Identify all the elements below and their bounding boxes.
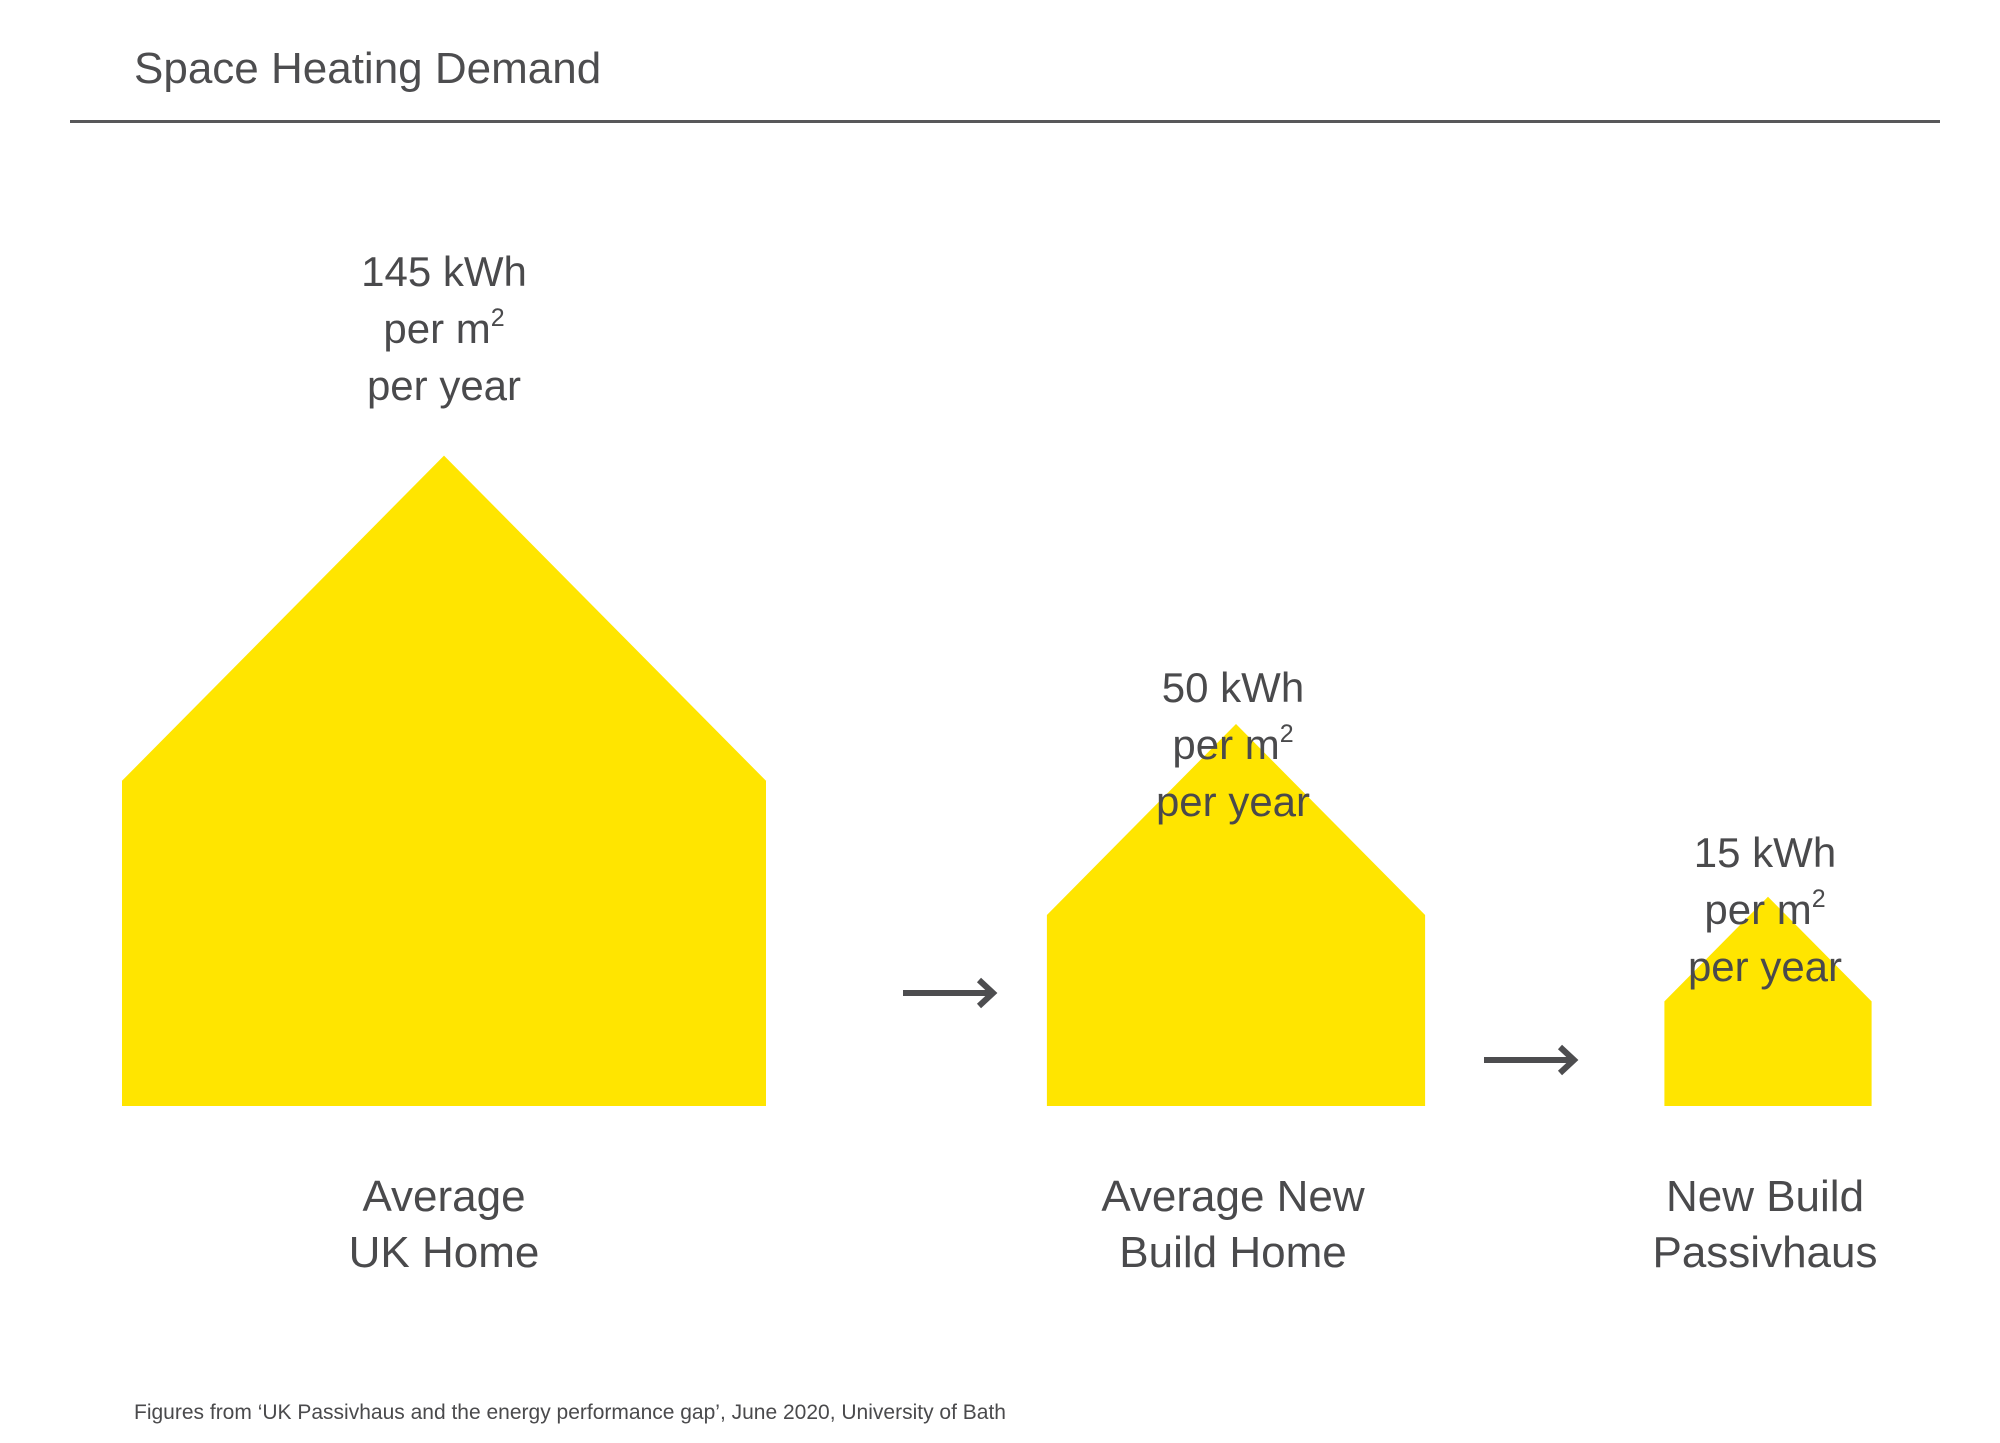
category-label-line: Build Home bbox=[1119, 1228, 1347, 1277]
value-label-per-m: per m bbox=[383, 305, 491, 352]
value-label-passivhaus: 15 kWh per m2 per year bbox=[1565, 824, 1965, 995]
value-label-sup: 2 bbox=[1279, 720, 1294, 748]
value-label-per-year: per year bbox=[366, 362, 522, 409]
category-label-uk-home: Average UK Home bbox=[214, 1169, 674, 1281]
value-label-amount: 15 kWh bbox=[1693, 829, 1837, 876]
category-label-line: Average New bbox=[1101, 1172, 1365, 1221]
page-title: Space Heating Demand bbox=[134, 44, 602, 93]
value-label-amount: 50 kWh bbox=[1161, 664, 1305, 711]
category-label-line: Average bbox=[362, 1172, 526, 1221]
value-label-per-m: per m bbox=[1704, 886, 1812, 933]
category-label-new-build: Average New Build Home bbox=[1003, 1169, 1463, 1281]
house-mark-new-build-home bbox=[1046, 724, 1426, 1106]
house-marks bbox=[122, 455, 1872, 1107]
house-mark-uk-home bbox=[122, 455, 766, 1107]
value-label-per-area: per m2 bbox=[244, 300, 644, 357]
title-divider bbox=[70, 120, 1940, 123]
arrow-right-icon bbox=[1484, 1044, 1579, 1076]
house-mark-passivhaus bbox=[1664, 896, 1872, 1106]
value-label-amount: 145 kWh bbox=[361, 248, 527, 295]
value-label-per-m: per m bbox=[1172, 721, 1280, 768]
category-label-line: Passivhaus bbox=[1652, 1228, 1878, 1277]
value-label-per-area: per m2 bbox=[1565, 881, 1965, 938]
value-label-sup: 2 bbox=[1811, 885, 1826, 913]
arrow-marks bbox=[903, 977, 1579, 1076]
value-label-per-year: per year bbox=[1155, 778, 1311, 825]
category-label-line: UK Home bbox=[348, 1228, 540, 1277]
value-label-per-year: per year bbox=[1687, 943, 1843, 990]
value-label-new-build: 50 kWh per m2 per year bbox=[1033, 659, 1433, 830]
value-label-per-area: per m2 bbox=[1033, 716, 1433, 773]
source-note: Figures from ‘UK Passivhaus and the ener… bbox=[134, 1401, 1006, 1424]
value-label-uk-home: 145 kWh per m2 per year bbox=[244, 243, 644, 414]
category-label-passivhaus: New Build Passivhaus bbox=[1535, 1169, 1995, 1281]
category-label-line: New Build bbox=[1665, 1172, 1865, 1221]
value-label-sup: 2 bbox=[490, 304, 505, 332]
arrow-right-icon bbox=[903, 977, 998, 1009]
